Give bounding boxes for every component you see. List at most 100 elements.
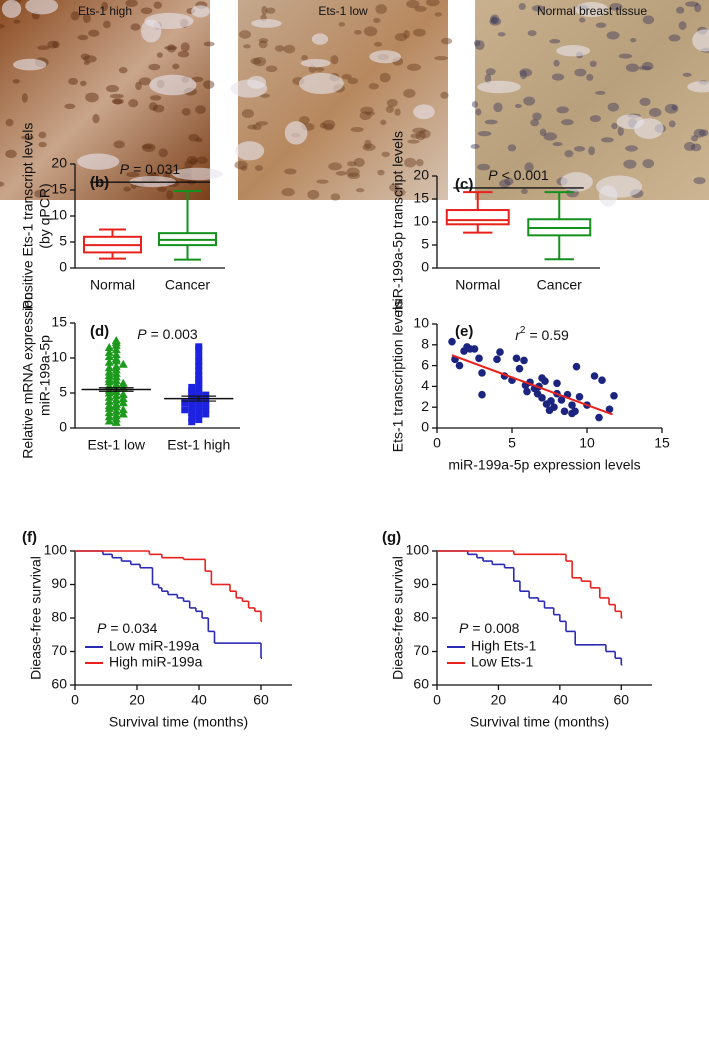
cell <box>152 104 165 113</box>
cell <box>181 107 191 116</box>
cell <box>148 63 161 71</box>
stroma <box>172 167 223 181</box>
data-point <box>568 401 576 409</box>
cell <box>5 149 17 159</box>
x-tick-label: 20 <box>129 692 145 708</box>
x-tick-label: Est-1 high <box>167 437 230 453</box>
cell <box>301 54 308 62</box>
cell <box>489 17 502 26</box>
cell <box>668 120 676 128</box>
cell <box>693 128 706 138</box>
cell <box>625 63 640 72</box>
legend-label: Low Ets-1 <box>471 654 533 670</box>
cell <box>167 44 177 53</box>
data-point <box>111 350 121 358</box>
data-point <box>195 416 203 424</box>
y-tick-label: 15 <box>51 314 67 330</box>
cell <box>307 189 320 200</box>
y-tick-label: 2 <box>421 398 429 414</box>
data-point <box>605 405 614 414</box>
stroma <box>1 0 22 18</box>
cell <box>425 0 440 7</box>
cell <box>141 143 156 152</box>
panel-label: (g) <box>382 529 401 546</box>
stroma <box>140 19 162 43</box>
cell <box>347 161 357 167</box>
stat-annotation: P = 0.008 <box>459 620 520 636</box>
cell <box>338 22 346 27</box>
data-point <box>104 396 114 405</box>
cell <box>341 74 352 80</box>
y-tick-label: 20 <box>413 167 429 183</box>
cell <box>485 68 496 76</box>
y-tick-label: 10 <box>51 349 67 365</box>
cell <box>126 171 140 178</box>
cell <box>470 143 480 150</box>
x-tick-label: Est-1 low <box>87 437 145 453</box>
cell <box>406 0 420 9</box>
data-point <box>118 398 128 407</box>
cell <box>407 139 420 144</box>
y-tick-label: 0 <box>421 259 429 275</box>
stat-annotation: P < 0.001 <box>488 167 549 183</box>
data-point <box>515 364 524 373</box>
box <box>445 209 510 226</box>
cell <box>82 13 91 24</box>
cell <box>234 160 248 170</box>
cell <box>186 155 198 165</box>
cell <box>504 177 514 186</box>
stroma <box>77 153 120 170</box>
cell <box>499 179 511 188</box>
cell <box>394 108 401 116</box>
cell <box>556 106 569 114</box>
legend-label: High miR-199a <box>109 654 203 670</box>
cell <box>415 131 426 141</box>
data-point <box>111 391 121 400</box>
cell <box>579 17 586 23</box>
cell <box>138 77 152 86</box>
stroma <box>13 58 47 71</box>
stroma <box>25 0 59 15</box>
stroma <box>477 80 521 94</box>
cell <box>5 118 14 127</box>
y-tick-label: 5 <box>59 233 67 249</box>
stroma <box>311 33 329 45</box>
cell <box>394 33 408 42</box>
cell <box>434 12 443 17</box>
cell <box>253 56 267 67</box>
data-point <box>111 380 121 389</box>
cell <box>37 45 50 50</box>
cell <box>156 52 163 58</box>
cell <box>573 146 586 152</box>
cell <box>243 44 251 49</box>
cell <box>157 186 167 192</box>
cell <box>125 0 138 7</box>
cell <box>265 7 276 14</box>
data-point <box>475 354 483 363</box>
cell <box>553 59 560 67</box>
data-point <box>118 389 128 398</box>
cell <box>403 30 410 39</box>
cell <box>34 189 45 198</box>
stroma <box>556 45 591 57</box>
cell <box>386 98 398 108</box>
data-point <box>111 417 121 426</box>
cell <box>203 41 215 47</box>
data-point <box>202 405 210 413</box>
cell <box>38 141 47 148</box>
cell <box>240 165 248 171</box>
data-point <box>195 367 203 375</box>
y-axis-label: Relative mRNA expression <box>20 292 36 459</box>
stroma <box>235 141 265 161</box>
cell <box>574 68 587 77</box>
cell <box>102 20 111 29</box>
data-point <box>104 352 114 361</box>
cell <box>630 38 637 43</box>
cell <box>678 21 687 30</box>
cell <box>322 119 336 130</box>
data-point <box>571 407 579 416</box>
data-point <box>538 394 546 402</box>
cell <box>474 40 485 51</box>
stroma <box>251 19 282 28</box>
